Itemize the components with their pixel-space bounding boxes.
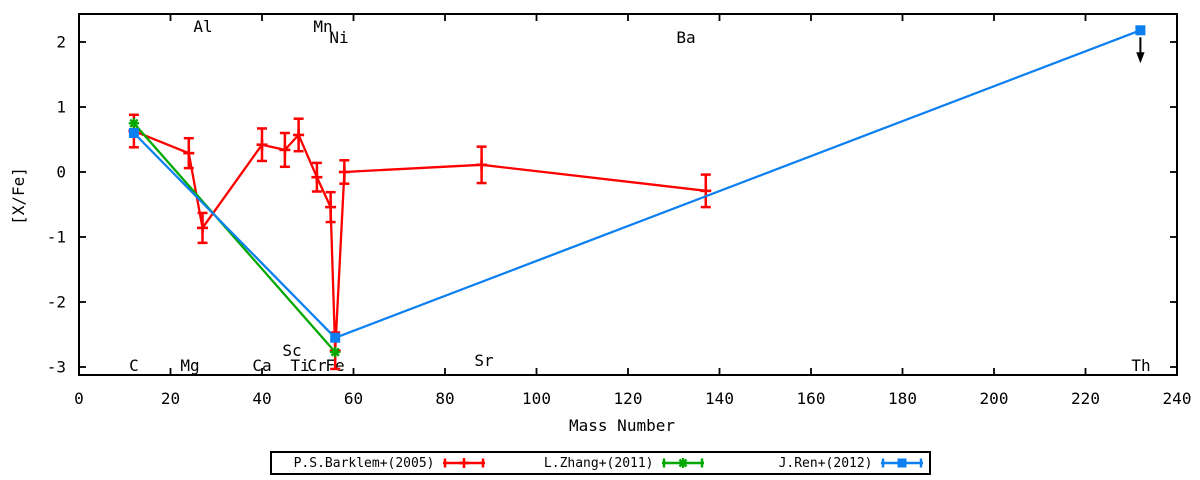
- square-marker: [128, 128, 139, 138]
- y-tick-label: 0: [56, 163, 66, 182]
- series-2: [128, 25, 1146, 343]
- x-tick-label: 20: [161, 389, 180, 408]
- legend-box: P.S.Barklem+(2005) L.Zhang+(2011) J.Ren+(2…: [269, 451, 931, 475]
- plot-canvas: 0 20 40 60 80 100 120 140 160 180 200 220 240 2 1 0 -1 -2…: [9, 13, 1192, 435]
- x-tick-label: 240: [1163, 389, 1192, 408]
- x-tick-label: 160: [797, 389, 826, 408]
- square-marker: [330, 332, 341, 343]
- x-tick-label: 100: [522, 389, 551, 408]
- x-tick-label: 220: [1071, 389, 1100, 408]
- star-marker: [129, 118, 139, 128]
- y-axis-label: [X/Fe]: [9, 167, 28, 225]
- element-label-cr: Cr: [307, 356, 327, 375]
- x-axis-label: Mass Number: [569, 416, 675, 435]
- x-tick-label: 0: [74, 389, 84, 408]
- legend-sample-1: [661, 458, 704, 468]
- element-label-mn: Mn: [313, 17, 332, 36]
- x-tick-label: 120: [614, 389, 643, 408]
- star-marker: [330, 347, 340, 357]
- series-1: [128, 118, 341, 358]
- y-tick-label: -1: [47, 228, 66, 247]
- x-tick-label: 80: [435, 389, 454, 408]
- element-label-th: Th: [1131, 356, 1150, 375]
- legend-label-2: J.Ren+(2012): [778, 455, 873, 471]
- element-label-sc: Sc: [282, 341, 301, 360]
- upper-limit-arrow-head: [1136, 52, 1145, 64]
- element-label-sr: Sr: [474, 351, 494, 370]
- legend-entry-2: J.Ren+(2012): [710, 453, 929, 473]
- element-label-al: Al: [193, 17, 212, 36]
- element-label-mg: Mg: [180, 356, 199, 375]
- legend-sample-line: [678, 458, 687, 468]
- series-line-1: [133, 122, 337, 353]
- element-label-ni: Ni: [329, 28, 348, 47]
- series-line-2: [133, 29, 1141, 339]
- legend-label-0: P.S.Barklem+(2005): [293, 455, 435, 471]
- legend-entry-0: P.S.Barklem+(2005): [272, 453, 491, 473]
- y-tick-label: -3: [47, 358, 66, 377]
- square-marker: [1135, 25, 1146, 36]
- x-tick-label: 200: [980, 389, 1009, 408]
- element-label-ba: Ba: [676, 28, 695, 47]
- x-tick-label: 180: [888, 389, 917, 408]
- legend-sample-2: [880, 458, 923, 468]
- legend-label-1: L.Zhang+(2011): [543, 455, 654, 471]
- x-tick-label: 140: [705, 389, 734, 408]
- element-label-ti: Ti: [290, 356, 309, 375]
- chart-legend: P.S.Barklem+(2005) L.Zhang+(2011) J.Ren+(2…: [0, 451, 1200, 475]
- plot-border: [78, 13, 1178, 376]
- x-tick-label: 60: [344, 389, 363, 408]
- legend-square-marker: [897, 458, 906, 468]
- element-label-ca: Ca: [252, 356, 271, 375]
- legend-entry-1: L.Zhang+(2011): [491, 453, 710, 473]
- chart-root: 0 20 40 60 80 100 120 140 160 180 200 220 240 2 1 0 -1 -2…: [47, 13, 1192, 408]
- series-0: [128, 113, 712, 371]
- series-line-0: [133, 130, 706, 352]
- y-tick-label: -2: [47, 293, 66, 312]
- y-tick-label: 2: [56, 33, 66, 52]
- y-tick-label: 1: [56, 98, 66, 117]
- element-label-c: C: [129, 356, 139, 375]
- x-tick-label: 40: [252, 389, 271, 408]
- legend-sample-0: [442, 458, 485, 468]
